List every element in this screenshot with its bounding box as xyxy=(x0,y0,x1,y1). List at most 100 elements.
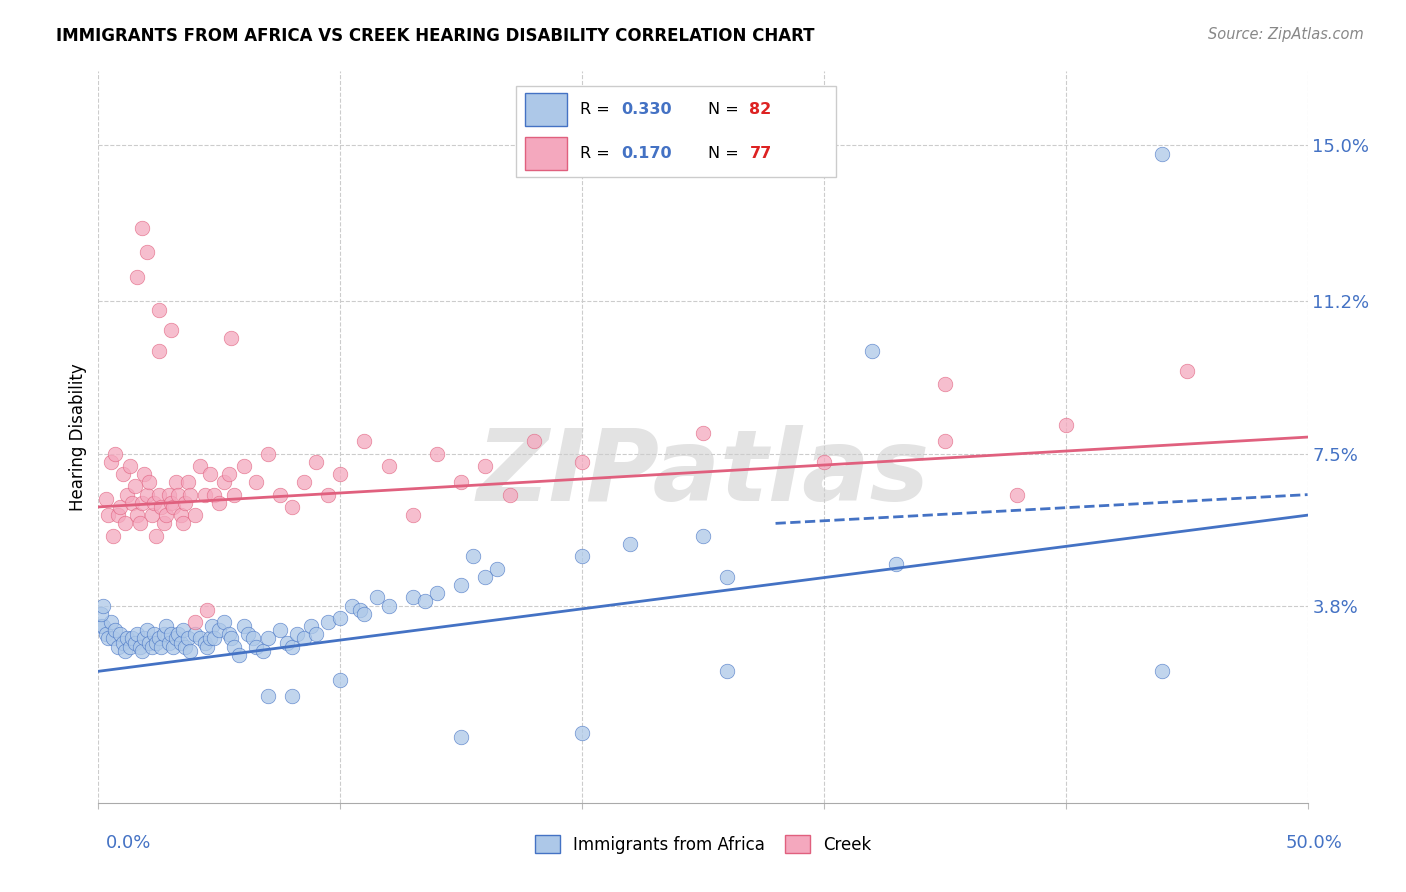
Point xyxy=(104,624,127,638)
Point xyxy=(135,487,157,501)
Point xyxy=(1152,665,1174,679)
Point xyxy=(716,570,738,584)
Point xyxy=(402,508,425,523)
Point xyxy=(179,644,201,658)
Point xyxy=(281,689,304,703)
Point xyxy=(135,245,157,260)
Point xyxy=(160,496,183,510)
Point xyxy=(152,516,174,531)
Point xyxy=(131,496,153,510)
Point xyxy=(218,627,240,641)
Point xyxy=(143,496,166,510)
Point xyxy=(194,487,217,501)
Point xyxy=(342,599,364,613)
Point xyxy=(232,619,254,633)
Point xyxy=(269,624,291,638)
Point xyxy=(204,632,226,646)
Point xyxy=(160,627,183,641)
Point xyxy=(571,549,593,564)
Point xyxy=(221,632,243,646)
Point xyxy=(222,487,245,501)
Point xyxy=(172,624,194,638)
Point xyxy=(498,487,520,501)
Point xyxy=(256,632,278,646)
Text: Source: ZipAtlas.com: Source: ZipAtlas.com xyxy=(1208,27,1364,42)
Point xyxy=(198,632,221,646)
Point xyxy=(1175,364,1198,378)
Legend: Immigrants from Africa, Creek: Immigrants from Africa, Creek xyxy=(527,829,879,860)
Point xyxy=(127,627,149,641)
Point xyxy=(450,730,472,744)
Point xyxy=(208,496,231,510)
Point xyxy=(208,624,231,638)
Point xyxy=(212,615,235,629)
Point xyxy=(232,458,254,473)
Point xyxy=(177,632,200,646)
Point xyxy=(716,665,738,679)
Point xyxy=(118,640,141,654)
Point xyxy=(426,586,449,600)
Point xyxy=(353,607,375,621)
Point xyxy=(292,632,315,646)
Point xyxy=(174,496,197,510)
Point xyxy=(245,640,267,654)
Point xyxy=(124,479,146,493)
Point xyxy=(377,599,399,613)
Point xyxy=(94,491,117,506)
Point xyxy=(128,516,150,531)
Point xyxy=(148,302,170,317)
Point xyxy=(204,487,226,501)
Point xyxy=(242,632,264,646)
Point xyxy=(305,455,328,469)
Point xyxy=(104,446,127,460)
Point xyxy=(160,323,183,337)
Point xyxy=(167,487,190,501)
Point xyxy=(184,627,207,641)
Point xyxy=(619,537,641,551)
Point xyxy=(245,475,267,490)
Point xyxy=(111,635,134,649)
Point xyxy=(194,635,217,649)
Point xyxy=(150,640,173,654)
Text: 0.0%: 0.0% xyxy=(105,834,150,852)
Point xyxy=(162,640,184,654)
Point xyxy=(238,627,260,641)
Point xyxy=(934,376,956,391)
Point xyxy=(179,487,201,501)
Point xyxy=(523,434,546,449)
Point xyxy=(276,635,298,649)
Point xyxy=(269,487,291,501)
Point xyxy=(316,487,339,501)
Point xyxy=(474,458,496,473)
Point xyxy=(141,508,163,523)
Point xyxy=(349,602,371,616)
Point xyxy=(222,640,245,654)
Point xyxy=(128,640,150,654)
Point xyxy=(198,467,221,481)
Point xyxy=(155,619,177,633)
Point xyxy=(111,467,134,481)
Point xyxy=(127,508,149,523)
Point xyxy=(463,549,485,564)
Point xyxy=(218,467,240,481)
Point xyxy=(177,475,200,490)
Point xyxy=(150,500,173,514)
Point xyxy=(145,529,167,543)
Point xyxy=(285,627,308,641)
Point xyxy=(184,615,207,629)
Point xyxy=(134,467,156,481)
Point xyxy=(134,632,156,646)
Point xyxy=(692,425,714,440)
Point xyxy=(91,619,114,633)
Point xyxy=(114,644,136,658)
Point xyxy=(184,508,207,523)
Point xyxy=(571,455,593,469)
Point xyxy=(127,269,149,284)
Point xyxy=(281,500,304,514)
Text: 50.0%: 50.0% xyxy=(1286,834,1343,852)
Point xyxy=(165,475,187,490)
Point xyxy=(141,640,163,654)
Point xyxy=(292,475,315,490)
Point xyxy=(228,648,250,662)
Point xyxy=(450,578,472,592)
